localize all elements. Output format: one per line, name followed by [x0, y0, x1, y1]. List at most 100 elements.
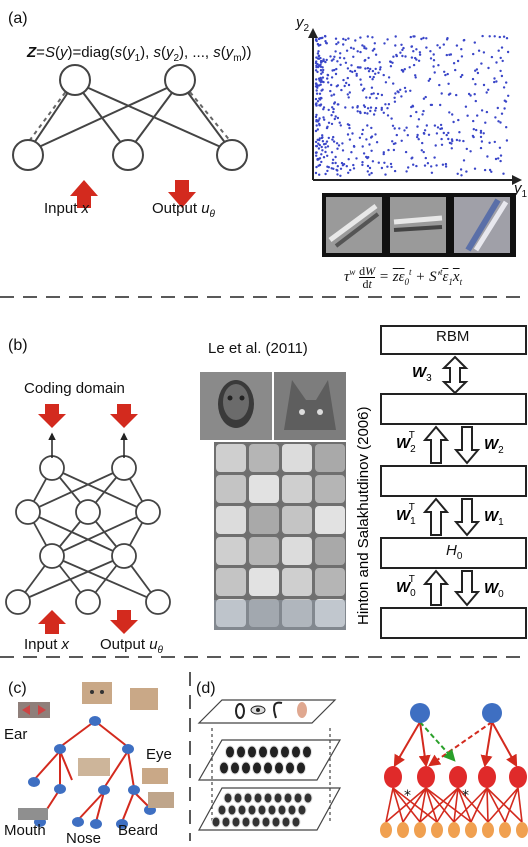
- face-image: [200, 372, 272, 440]
- scatter-point: [320, 72, 323, 76]
- scatter-point: [486, 155, 489, 158]
- scatter-point: [392, 148, 396, 152]
- scatter-point: [336, 116, 340, 120]
- graph-mid-node: [449, 766, 467, 788]
- scatter-point: [447, 131, 450, 135]
- feature-tile: [315, 599, 345, 627]
- scatter-point: [387, 148, 390, 152]
- feature-tile: [216, 568, 246, 596]
- scatter-point: [423, 164, 427, 167]
- scatter-point: [324, 40, 327, 43]
- scatter-point: [412, 50, 415, 53]
- scatter-point: [319, 63, 322, 66]
- scatter-point: [330, 122, 334, 126]
- weight-arrows: [422, 355, 481, 607]
- scatter-point: [347, 37, 350, 40]
- scatter-point: [442, 131, 445, 135]
- scatter-point: [361, 163, 364, 167]
- scatter-point: [464, 105, 468, 108]
- scatter-point: [316, 120, 320, 123]
- scatter-point: [499, 69, 502, 73]
- scatter-point: [441, 163, 445, 166]
- scatter-point: [351, 106, 354, 109]
- scatter-point: [495, 80, 498, 83]
- scatter-point: [317, 65, 320, 69]
- scatter-point: [471, 134, 475, 138]
- scatter-point: [333, 117, 336, 121]
- scatter-point: [366, 124, 369, 127]
- feature-blob: [258, 745, 268, 759]
- scatter-point: [330, 114, 333, 117]
- scatter-point: [357, 66, 361, 69]
- scatter-point: [316, 157, 319, 161]
- scatter-point: [352, 163, 355, 167]
- graph-root-node: [482, 703, 502, 723]
- part-beard: Beard: [118, 822, 159, 839]
- feature-blob: [257, 804, 267, 816]
- scatter-point: [403, 68, 406, 71]
- graph-mid-node: [478, 766, 496, 788]
- scatter-point: [422, 131, 426, 135]
- scatter-point: [377, 161, 380, 164]
- scatter-point: [315, 113, 318, 117]
- scatter-point: [367, 70, 371, 73]
- panel-d-features: [211, 745, 313, 828]
- feature-blob: [231, 816, 241, 828]
- scatter-point: [321, 76, 325, 79]
- scatter-point: [373, 42, 376, 45]
- scatter-point: [386, 114, 390, 117]
- scatter-point: [327, 108, 330, 112]
- scatter-point: [457, 118, 460, 122]
- part-mouth: Mouth: [4, 822, 46, 839]
- scatter-point: [330, 76, 334, 79]
- scatter-point: [370, 135, 374, 138]
- graph-leaf-node: [397, 822, 409, 838]
- y1-axis-label: y1: [514, 180, 528, 200]
- scatter-point: [349, 46, 353, 49]
- scatter-point: [480, 140, 484, 143]
- scatter-point: [335, 67, 338, 71]
- scatter-point: [367, 156, 370, 159]
- scatter-point: [353, 69, 357, 73]
- scatter-point: [347, 171, 350, 174]
- scatter-point: [498, 146, 502, 149]
- scatter-point: [350, 64, 353, 67]
- feature-blob: [285, 761, 295, 775]
- scatter-point: [435, 132, 439, 135]
- scatter-point: [331, 161, 334, 165]
- scatter-point: [345, 165, 348, 168]
- scatter-point: [488, 35, 491, 38]
- feature-tile: [315, 568, 345, 596]
- feature-blob: [217, 804, 227, 816]
- scatter-point: [325, 140, 329, 143]
- scatter-point: [324, 142, 327, 145]
- scatter-point: [429, 50, 432, 53]
- scatter-point: [452, 62, 456, 65]
- scatter-point: [436, 126, 440, 129]
- scatter-point: [479, 131, 483, 134]
- scatter-point: [346, 67, 350, 70]
- scatter-point: [326, 169, 329, 173]
- scatter-point: [420, 149, 423, 152]
- scatter-point: [403, 129, 406, 132]
- scatter-point: [341, 142, 344, 145]
- feature-blob: [251, 816, 261, 828]
- feature-blob: [236, 745, 246, 759]
- scatter-point: [384, 103, 387, 106]
- scatter-point: [342, 37, 345, 41]
- scatter-point: [384, 173, 387, 176]
- scatter-point: [447, 93, 451, 96]
- scatter-point: [396, 90, 399, 93]
- scatter-point: [414, 76, 417, 79]
- scatter-point: [346, 76, 349, 80]
- scatter-point: [410, 45, 414, 48]
- scatter-point: [393, 96, 396, 100]
- scatter-point: [422, 150, 425, 154]
- citation-le: Le et al. (2011): [208, 340, 308, 357]
- scatter-point: [342, 78, 345, 82]
- scatter-point: [383, 42, 386, 45]
- scatter-point: [474, 83, 477, 86]
- scatter-point: [472, 119, 475, 123]
- rbm-stack: [380, 325, 527, 639]
- scatter-point: [433, 124, 437, 127]
